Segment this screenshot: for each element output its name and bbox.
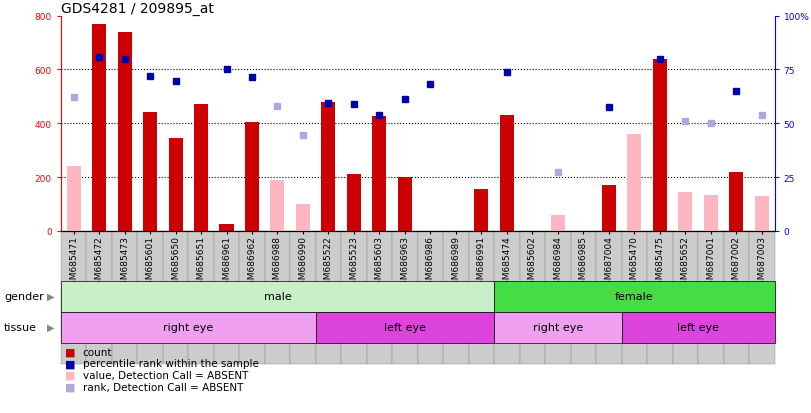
Bar: [321, 102, 336, 231]
Bar: [602, 186, 616, 231]
Bar: [596, 231, 621, 364]
Bar: [245, 123, 259, 231]
Bar: [494, 281, 775, 312]
Bar: [704, 195, 718, 231]
Bar: [315, 231, 341, 364]
Bar: [698, 231, 723, 364]
Text: value, Detection Call = ABSENT: value, Detection Call = ABSENT: [83, 370, 248, 380]
Text: right eye: right eye: [533, 322, 583, 332]
Bar: [551, 215, 564, 231]
Bar: [729, 172, 743, 231]
Bar: [341, 231, 367, 364]
Bar: [755, 197, 769, 231]
Bar: [469, 231, 494, 364]
Bar: [92, 25, 106, 231]
Bar: [372, 117, 386, 231]
Bar: [628, 135, 642, 231]
Bar: [621, 231, 647, 364]
Bar: [621, 312, 775, 343]
Bar: [474, 190, 488, 231]
Bar: [194, 105, 208, 231]
Bar: [571, 231, 596, 364]
Text: ■: ■: [65, 358, 75, 368]
Bar: [61, 312, 315, 343]
Bar: [86, 231, 112, 364]
Text: GDS4281 / 209895_at: GDS4281 / 209895_at: [61, 2, 214, 16]
Text: gender: gender: [4, 291, 44, 301]
Bar: [67, 167, 80, 231]
Bar: [239, 231, 264, 364]
Text: ■: ■: [65, 370, 75, 380]
Text: ▶: ▶: [47, 291, 54, 301]
Bar: [112, 231, 137, 364]
Bar: [443, 231, 469, 364]
Text: female: female: [615, 291, 654, 301]
Bar: [672, 231, 698, 364]
Bar: [214, 231, 239, 364]
Bar: [545, 231, 571, 364]
Text: male: male: [264, 291, 291, 301]
Bar: [169, 139, 182, 231]
Text: count: count: [83, 347, 112, 357]
Bar: [290, 231, 315, 364]
Text: left eye: left eye: [384, 322, 426, 332]
Text: tissue: tissue: [4, 322, 37, 332]
Bar: [723, 231, 749, 364]
Bar: [520, 231, 545, 364]
Bar: [749, 231, 775, 364]
Bar: [393, 231, 418, 364]
Bar: [270, 180, 285, 231]
Text: percentile rank within the sample: percentile rank within the sample: [83, 358, 259, 368]
Bar: [264, 231, 290, 364]
Bar: [296, 204, 310, 231]
Text: right eye: right eye: [163, 322, 213, 332]
Text: ■: ■: [65, 347, 75, 357]
Bar: [315, 312, 494, 343]
Bar: [367, 231, 393, 364]
Bar: [347, 175, 361, 231]
Bar: [678, 192, 693, 231]
Bar: [143, 113, 157, 231]
Text: ■: ■: [65, 382, 75, 392]
Bar: [398, 178, 412, 231]
Bar: [163, 231, 188, 364]
Bar: [220, 225, 234, 231]
Bar: [188, 231, 214, 364]
Bar: [418, 231, 443, 364]
Bar: [647, 231, 672, 364]
Bar: [61, 231, 86, 364]
Bar: [653, 59, 667, 231]
Bar: [61, 281, 494, 312]
Bar: [137, 231, 163, 364]
Text: left eye: left eye: [677, 322, 719, 332]
Bar: [494, 312, 621, 343]
Bar: [500, 116, 514, 231]
Text: ▶: ▶: [47, 322, 54, 332]
Bar: [118, 33, 131, 231]
Text: rank, Detection Call = ABSENT: rank, Detection Call = ABSENT: [83, 382, 243, 392]
Bar: [494, 231, 520, 364]
